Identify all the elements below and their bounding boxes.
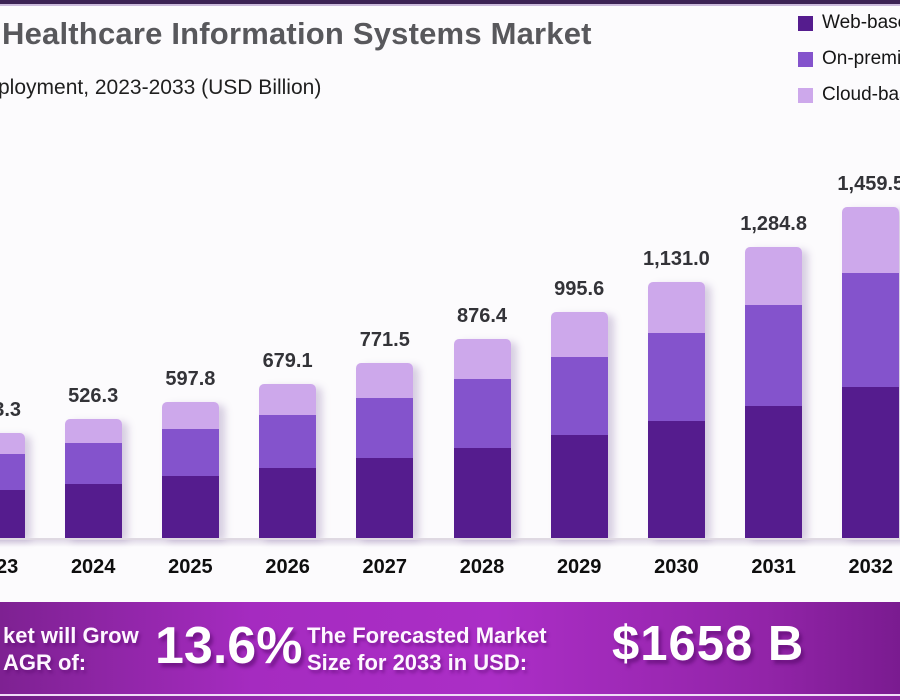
segment-web-based-2026 (259, 467, 317, 538)
year-label-2030: 2030 (654, 556, 699, 578)
segment-cloud-based-2032 (842, 207, 900, 273)
segment-web-based-2024 (64, 483, 122, 538)
segment-on-premises-2028 (453, 379, 511, 449)
segment-web-based-2025 (161, 476, 219, 538)
segment-on-premises-2026 (259, 414, 317, 468)
segment-cloud-based-2026 (259, 383, 317, 415)
legend: Web-based On-premises Cloud-based (798, 10, 900, 118)
value-label-2029: 995.6 (554, 278, 605, 301)
segment-on-premises-2027 (356, 398, 414, 459)
cagr-caption-line2: AGR of: (3, 650, 87, 675)
legend-item-web-based: Web-based (798, 10, 900, 36)
footer-banner: ket will Grow AGR of: 13.6% The Forecast… (0, 602, 900, 694)
year-label-2026: 2026 (265, 556, 310, 578)
bar-2028 (453, 339, 511, 538)
year-label-2024: 2024 (70, 556, 116, 578)
segment-web-based-2032 (842, 387, 900, 538)
year-label-2025: 2025 (168, 556, 213, 578)
value-label-2030: 1,131.0 (643, 247, 710, 270)
value-label-2026: 679.1 (262, 349, 313, 372)
bar-2026 (259, 383, 317, 538)
segment-web-based-2029 (550, 435, 608, 538)
bar-2030 (647, 281, 705, 538)
year-label-2027: 2027 (362, 556, 408, 578)
value-label-2024: 526.3 (68, 384, 119, 407)
segment-cloud-based-2031 (745, 246, 803, 305)
top-border-accent-light (0, 4, 900, 6)
cagr-caption-line1: ket will Grow (3, 623, 139, 648)
top-border-accent (0, 0, 900, 4)
segment-cloud-based-2027 (356, 363, 414, 399)
bar-2025 (161, 402, 219, 538)
bottom-edge-light-line (0, 694, 900, 696)
value-label-2031: 1,284.8 (740, 212, 807, 235)
legend-label: Web-based (822, 12, 900, 33)
segment-cloud-based-2023 (0, 432, 25, 454)
bar-2027 (356, 363, 414, 538)
page-title: Healthcare Information Systems Market (2, 16, 592, 51)
legend-swatch-on-premises (798, 51, 813, 67)
legend-swatch-web-based (798, 15, 813, 31)
bar-2032 (842, 207, 900, 538)
value-label-2028: 876.4 (456, 305, 508, 328)
segment-cloud-based-2030 (647, 281, 705, 333)
legend-label: On-premises (822, 48, 900, 69)
bar-2029 (550, 312, 608, 538)
chart-subtitle: ployment, 2023-2033 (USD Billion) (0, 76, 322, 99)
segment-cloud-based-2029 (550, 312, 608, 358)
segment-web-based-2031 (745, 405, 803, 538)
forecast-caption-line1: The Forecasted Market (307, 623, 547, 648)
value-label-2027: 771.5 (359, 329, 410, 352)
segment-web-based-2023 (0, 489, 25, 538)
value-label-2025: 597.8 (165, 368, 216, 391)
segment-web-based-2028 (453, 448, 511, 538)
year-label-2031: 2031 (751, 556, 796, 578)
legend-item-on-premises: On-premises (798, 46, 900, 72)
year-label-2032: 2032 (848, 556, 894, 578)
bar-2024 (64, 418, 122, 538)
segment-on-premises-2029 (550, 357, 608, 436)
segment-on-premises-2032 (842, 273, 900, 387)
cagr-caption: ket will Grow AGR of: (3, 622, 139, 676)
segment-on-premises-2030 (647, 332, 705, 421)
segment-web-based-2027 (356, 458, 414, 538)
bottom-edge-strip (0, 696, 900, 700)
x-axis-shadow (0, 540, 900, 547)
year-label-2028: 2028 (459, 556, 505, 578)
legend-label: Cloud-based (822, 84, 900, 105)
segment-on-premises-2023 (0, 453, 25, 490)
forecast-caption: The Forecasted Market Size for 2033 in U… (307, 622, 547, 676)
year-label-2029: 2029 (556, 556, 602, 578)
segment-web-based-2030 (647, 420, 705, 538)
cagr-value: 13.6% (155, 617, 303, 675)
segment-on-premises-2025 (161, 429, 219, 477)
bar-2031 (745, 246, 803, 538)
segment-cloud-based-2024 (64, 418, 122, 443)
year-label-2023: 2023 (0, 556, 19, 578)
bar-2023 (0, 432, 25, 538)
segment-cloud-based-2028 (453, 339, 511, 380)
legend-swatch-cloud-based (798, 87, 813, 103)
forecast-caption-line2: Size for 2033 in USD: (307, 650, 528, 675)
legend-item-cloud-based: Cloud-based (798, 82, 900, 108)
segment-cloud-based-2025 (161, 402, 219, 430)
value-label-2023: 463.3 (0, 398, 22, 421)
forecast-value: $1658 B (612, 617, 805, 671)
value-label-2032: 1,459.5 (837, 173, 900, 195)
segment-on-premises-2031 (745, 304, 803, 406)
segment-on-premises-2024 (64, 442, 122, 484)
x-axis-line (0, 538, 900, 540)
